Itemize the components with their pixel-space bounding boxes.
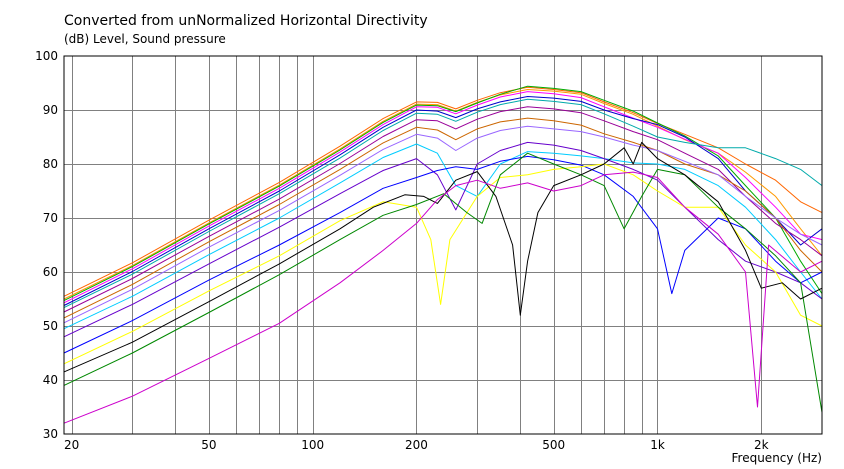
x-tick-labels: 20 50 100 200 500 1k 2k bbox=[64, 438, 769, 452]
y-tick-label: 30 bbox=[43, 427, 58, 441]
y-tick-label: 80 bbox=[43, 157, 58, 171]
x-tick-label: 20 bbox=[64, 438, 79, 452]
series-line-15 bbox=[63, 141, 823, 373]
series-lines bbox=[63, 85, 823, 424]
y-axis-label: (dB) Level, Sound pressure bbox=[64, 32, 226, 46]
x-tick-label: 2k bbox=[754, 438, 769, 452]
series-line-4 bbox=[63, 91, 823, 304]
y-tick-label: 60 bbox=[43, 265, 58, 279]
series-line-7 bbox=[63, 106, 823, 313]
series-line-6 bbox=[63, 98, 823, 309]
series-line-5 bbox=[63, 96, 823, 306]
y-tick-label: 100 bbox=[35, 49, 58, 63]
series-line-8 bbox=[63, 117, 823, 319]
series-line-2 bbox=[63, 89, 823, 300]
series-line-1 bbox=[63, 86, 823, 297]
series-line-16 bbox=[63, 171, 823, 424]
y-tick-label: 70 bbox=[43, 211, 58, 225]
x-axis-label: Frequency (Hz) bbox=[732, 451, 823, 465]
series-line-3 bbox=[63, 85, 823, 302]
y-tick-label: 40 bbox=[43, 373, 58, 387]
series-line-12 bbox=[63, 155, 823, 354]
chart-title: Converted from unNormalized Horizontal D… bbox=[64, 13, 428, 29]
y-tick-labels: 30 40 50 60 70 80 90 100 bbox=[35, 49, 58, 441]
x-tick-label: 1k bbox=[650, 438, 665, 452]
y-tick-label: 50 bbox=[43, 319, 58, 333]
x-tick-label: 100 bbox=[301, 438, 324, 452]
series-line-13 bbox=[63, 163, 823, 365]
x-tick-label: 50 bbox=[201, 438, 216, 452]
x-tick-label: 500 bbox=[542, 438, 565, 452]
series-line-9 bbox=[63, 125, 823, 324]
plot-frame bbox=[63, 55, 823, 435]
y-tick-label: 90 bbox=[43, 103, 58, 117]
x-tick-label: 200 bbox=[405, 438, 428, 452]
series-line-10 bbox=[63, 143, 823, 330]
